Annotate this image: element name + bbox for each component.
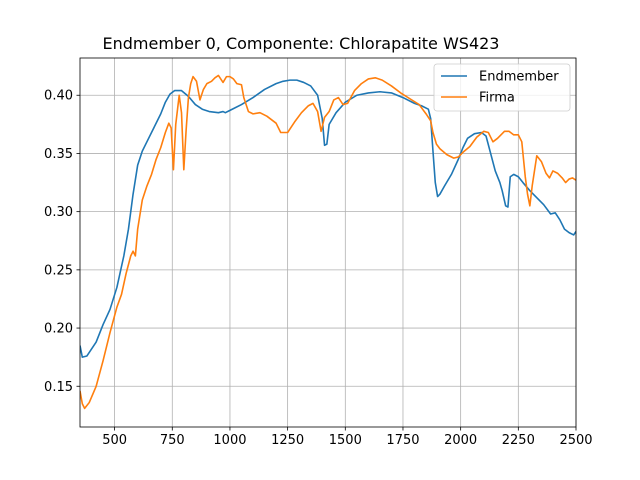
legend-box [433,63,571,112]
y-tick-label: 0.25 [44,263,73,278]
legend: Endmember Firma [433,63,571,112]
x-tick-label: 750 [160,433,185,448]
plot-area [80,74,576,410]
series-line-firma [80,74,576,410]
axes-frame [79,57,577,428]
y-tick-label: 0.35 [44,147,73,162]
legend-label: Firma [479,91,515,106]
y-tick-label: 0.15 [44,380,73,395]
x-tick-label: 2000 [444,433,477,448]
x-tick-label: 1500 [329,433,362,448]
axis-ticks: 500 750 1000 1250 1500 1750 2000 2250 2500 0.15 0.… [44,89,593,448]
y-tick-label: 0.20 [44,322,73,337]
x-tick-label: 1750 [386,433,419,448]
y-tick-label: 0.40 [44,89,73,104]
legend-label: Endmember [479,70,559,85]
x-tick-label: 2250 [502,433,535,448]
x-tick-label: 1000 [213,433,246,448]
x-tick-label: 2500 [559,433,592,448]
series-line-endmember [80,79,576,358]
y-tick-label: 0.30 [44,205,73,220]
chart-title: Endmember 0, Componente: Chlorapatite WS… [103,34,500,53]
x-tick-label: 500 [102,433,127,448]
x-tick-label: 1250 [271,433,304,448]
